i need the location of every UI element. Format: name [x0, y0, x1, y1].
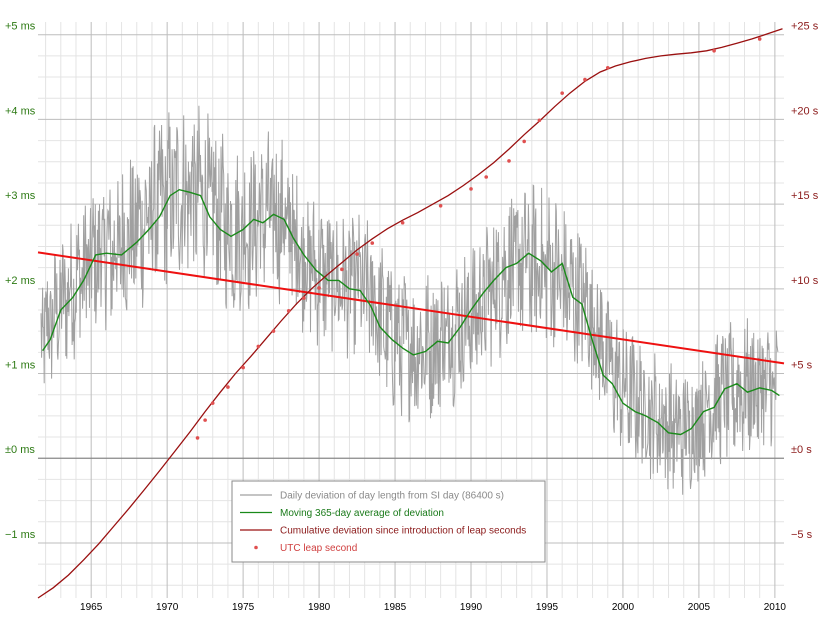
bottom-tick-label: 1990 — [460, 602, 483, 613]
bottom-tick-label: 2010 — [764, 602, 787, 613]
cumulative-deviation-series — [37, 28, 783, 599]
trend-line-segment — [37, 251, 785, 365]
leap-second-point — [507, 159, 511, 163]
right-tick-label: +20 s — [791, 105, 819, 117]
leap-second-point — [256, 344, 261, 349]
legend-label: Daily deviation of day length from SI da… — [280, 491, 504, 502]
leap-second-points — [195, 37, 762, 440]
leap-second-point — [583, 77, 587, 82]
leap-second-point — [605, 65, 610, 70]
bottom-tick-label: 1980 — [308, 602, 331, 613]
legend-label: Cumulative deviation since introduction … — [280, 526, 526, 537]
left-axis-ticks: −1 ms ±0 ms +1 ms +2 ms +3 ms +4 ms +5 ms — [5, 21, 36, 541]
right-tick-label: +15 s — [791, 190, 819, 202]
left-tick-label: +5 ms — [5, 21, 36, 33]
bottom-tick-label: 1985 — [384, 602, 407, 613]
right-axis-ticks: −5 s ±0 s +5 s +10 s +15 s +20 s +25 s — [791, 21, 819, 541]
leap-second-point — [484, 175, 489, 179]
legend-label: UTC leap second — [280, 543, 357, 554]
leap-second-point — [286, 309, 291, 313]
legend-box — [231, 480, 546, 563]
leap-second-point — [712, 49, 716, 53]
leap-second-point — [210, 401, 215, 405]
right-tick-label: −5 s — [791, 529, 813, 541]
leap-second-point — [226, 385, 230, 389]
legend-label: Moving 365-day average of deviation — [280, 508, 444, 519]
bottom-axis-ticks: 1965 1970 1975 1980 1985 1990 1995 2000 2005 2010 — [80, 602, 786, 613]
leap-second-point — [195, 436, 200, 440]
left-tick-label: +3 ms — [5, 190, 36, 202]
left-tick-label: +2 ms — [5, 275, 36, 287]
leap-second-point — [400, 220, 405, 225]
right-tick-label: +10 s — [791, 275, 819, 287]
leap-second-point — [370, 241, 375, 245]
leap-second-point — [203, 418, 207, 422]
legend-swatch-point — [254, 545, 258, 550]
trend-line — [37, 251, 785, 365]
leap-second-point — [302, 296, 306, 300]
bottom-tick-label: 2005 — [688, 602, 711, 613]
right-tick-label: +5 s — [791, 360, 813, 372]
leap-second-point — [522, 139, 526, 144]
left-tick-label: +1 ms — [5, 360, 36, 372]
leap-second-point — [241, 365, 245, 370]
moving-average-line — [42, 188, 780, 436]
leap-second-point — [537, 118, 542, 123]
right-tick-label: ±0 s — [791, 444, 812, 456]
daily-deviation-series — [40, 105, 779, 495]
bottom-tick-label: 1975 — [232, 602, 255, 613]
leap-second-point — [271, 329, 276, 333]
daily-deviation-line — [40, 105, 779, 495]
leap-second-point — [469, 187, 473, 191]
bottom-tick-label: 2000 — [612, 602, 635, 613]
cumulative-deviation-line — [37, 28, 783, 599]
leap-second-point — [340, 267, 344, 272]
left-tick-label: −1 ms — [5, 529, 36, 541]
moving-average-series — [42, 188, 780, 436]
left-tick-label: ±0 ms — [5, 444, 35, 456]
left-tick-label: +4 ms — [5, 105, 36, 117]
leap-second-point — [355, 252, 359, 256]
bottom-tick-label: 1965 — [80, 602, 103, 613]
leap-second-point — [317, 286, 321, 290]
bottom-tick-label: 1995 — [536, 602, 559, 613]
bottom-tick-label: 1970 — [156, 602, 179, 613]
leap-second-point — [560, 91, 564, 95]
leap-second-point — [438, 204, 443, 208]
legend: Daily deviation of day length from SI da… — [231, 480, 546, 563]
right-tick-label: +25 s — [791, 21, 819, 33]
leap-second-point — [757, 37, 762, 41]
